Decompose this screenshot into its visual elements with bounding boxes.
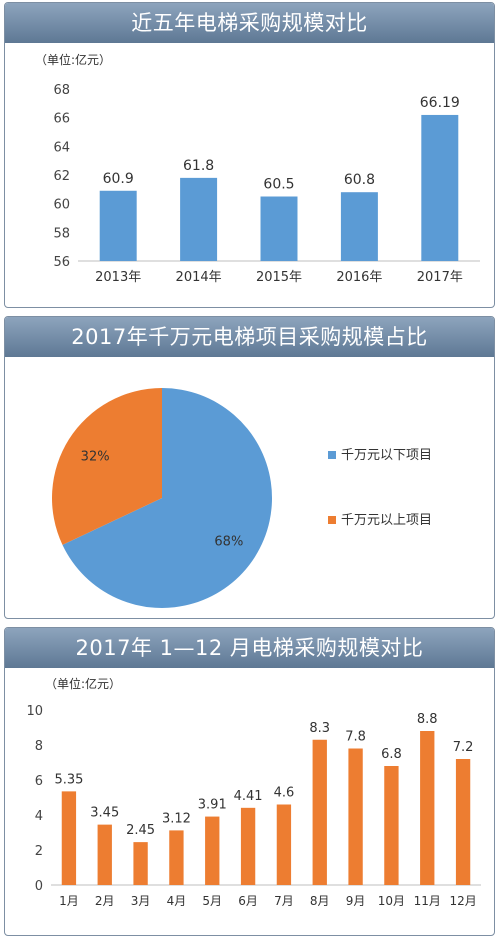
bar	[61, 791, 77, 885]
panel-pie-chart: 2017年千万元电梯项目采购规模占比 68% 32% 千万元以下项目 千万元以上项目	[4, 316, 495, 619]
data-label: 60.9	[103, 171, 134, 187]
bar	[420, 731, 435, 885]
pie-slice	[51, 388, 163, 545]
bar	[421, 114, 459, 262]
data-label: 4.6	[274, 786, 295, 801]
data-label: 3.45	[90, 806, 119, 821]
bar	[133, 842, 148, 885]
x-tick-label: 3月	[131, 894, 151, 908]
data-label: 7.8	[345, 730, 366, 745]
slice-label: 68%	[214, 534, 243, 549]
panel-monthly-chart: 2017年 1—12 月电梯采购规模对比 （单位:亿元） 0 2 4 6 8 10 5.35 1…	[4, 627, 495, 936]
data-label: 2.45	[126, 823, 155, 838]
data-label: 8.8	[417, 712, 438, 727]
x-tick-label: 2013年	[95, 270, 141, 285]
x-tick-label: 5月	[202, 894, 222, 908]
unit-label: （单位:亿元）	[35, 52, 111, 67]
bar	[455, 759, 471, 885]
y-tick-label: 10	[26, 704, 43, 719]
y-tick-label: 60	[53, 198, 70, 213]
chart-title: 2017年千万元电梯项目采购规模占比	[5, 317, 494, 357]
pie-slice	[62, 388, 272, 608]
bar	[169, 830, 184, 885]
data-label: 66.19	[420, 95, 460, 111]
annual-bar-chart: （单位:亿元） 56 58 60 62 64 66 68 60.9 2013年 61.8 2014年 6…	[35, 52, 480, 285]
x-tick-label: 10月	[378, 894, 405, 908]
data-label: 8.3	[309, 721, 330, 736]
data-label: 60.5	[263, 177, 294, 193]
bar	[99, 190, 137, 261]
legend-swatch	[328, 516, 336, 524]
legend-swatch	[328, 451, 336, 459]
y-tick-label: 0	[35, 879, 43, 894]
bar	[97, 824, 112, 885]
data-label: 7.2	[453, 740, 474, 755]
bar	[312, 739, 327, 885]
y-tick-label: 6	[35, 774, 43, 789]
bar	[348, 748, 363, 885]
x-tick-label: 9月	[346, 894, 366, 908]
x-tick-label: 12月	[449, 894, 476, 908]
panel-annual-chart: 近五年电梯采购规模对比 （单位:亿元） 56 58 60 62 64 66 68 60.9 201…	[4, 2, 495, 308]
slice-label: 32%	[81, 450, 110, 465]
monthly-bar-chart: （单位:亿元） 0 2 4 6 8 10 5.35 1月 3.45 2月 2.45 3月 3.12 4月 3.…	[26, 676, 481, 908]
x-tick-label: 6月	[238, 894, 258, 908]
data-label: 5.35	[54, 772, 83, 787]
bar	[340, 192, 378, 261]
bar	[240, 807, 256, 885]
legend-entry: 千万元以下项目	[341, 448, 432, 463]
y-tick-label: 66	[53, 112, 70, 127]
y-tick-label: 4	[35, 809, 43, 824]
x-tick-label: 2月	[95, 894, 115, 908]
y-tick-label: 62	[53, 169, 70, 184]
x-tick-label: 4月	[167, 894, 187, 908]
data-label: 4.41	[234, 789, 263, 804]
bar	[180, 177, 218, 261]
data-label: 61.8	[183, 158, 214, 174]
x-tick-label: 2014年	[176, 270, 222, 285]
y-tick-label: 68	[53, 83, 70, 98]
data-label: 6.8	[381, 747, 402, 762]
chart-title: 近五年电梯采购规模对比	[5, 3, 494, 43]
data-label: 60.8	[344, 172, 375, 188]
bar	[384, 766, 399, 885]
bar	[260, 196, 298, 261]
x-tick-label: 8月	[310, 894, 330, 908]
y-tick-label: 58	[53, 226, 70, 241]
y-tick-label: 2	[35, 844, 43, 859]
x-tick-label: 11月	[414, 894, 441, 908]
unit-label: （单位:亿元）	[45, 676, 121, 691]
x-tick-label: 1月	[59, 894, 79, 908]
y-tick-label: 64	[53, 140, 70, 155]
x-tick-label: 2015年	[256, 270, 302, 285]
chart-title: 2017年 1—12 月电梯采购规模对比	[5, 628, 494, 668]
x-tick-label: 2017年	[417, 270, 463, 285]
legend-entry: 千万元以上项目	[341, 513, 432, 528]
bar	[276, 804, 292, 885]
x-tick-label: 2016年	[336, 270, 382, 285]
y-tick-label: 8	[35, 739, 43, 754]
x-tick-label: 7月	[274, 894, 294, 908]
data-label: 3.12	[162, 811, 191, 826]
bar	[205, 816, 220, 885]
y-tick-label: 56	[53, 255, 70, 270]
data-label: 3.91	[198, 798, 227, 813]
